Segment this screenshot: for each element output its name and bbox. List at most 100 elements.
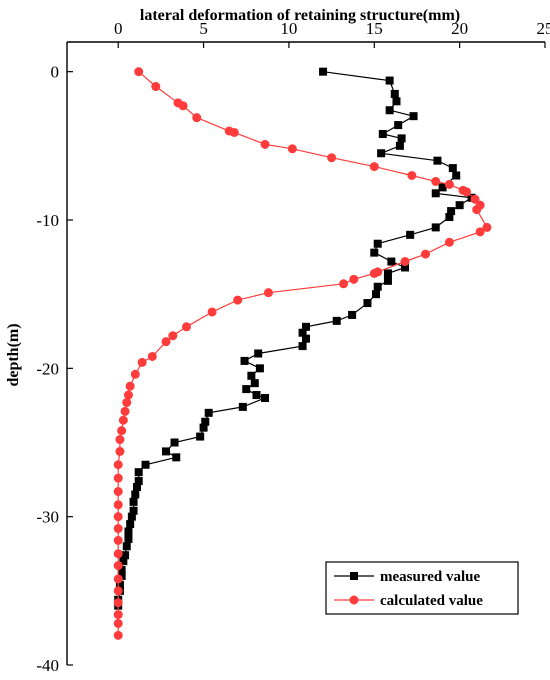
x-tick-label-2: 10 — [280, 19, 297, 38]
measured-point-12 — [448, 164, 457, 173]
y-axis-title: depth(m) — [5, 323, 22, 386]
calculated-point-34 — [147, 351, 157, 361]
calculated-point-53 — [113, 561, 123, 571]
calculated-point-16 — [470, 194, 480, 204]
measured-point-22 — [373, 239, 382, 248]
calculated-point-52 — [113, 549, 123, 559]
calculated-point-36 — [130, 369, 140, 379]
calculated-point-13 — [444, 179, 454, 189]
measured-point-19 — [445, 213, 454, 222]
x-tick-label-1: 5 — [199, 19, 208, 38]
measured-point-36 — [298, 342, 307, 351]
calculated-point-58 — [113, 618, 123, 628]
measured-point-55 — [134, 477, 143, 486]
calculated-point-40 — [120, 406, 130, 416]
y-tick-label-1: -10 — [36, 211, 59, 230]
x-tick-label-0: 0 — [114, 19, 123, 38]
measured-point-53 — [141, 460, 150, 469]
measured-point-50 — [170, 438, 179, 447]
legend: measured value calculated value — [325, 561, 519, 615]
calculated-point-54 — [113, 574, 123, 584]
measured-point-8 — [397, 134, 406, 143]
calculated-point-26 — [349, 274, 359, 284]
calculated-point-15 — [461, 187, 471, 197]
calculated-point-22 — [421, 249, 430, 259]
calculated-point-4 — [192, 113, 202, 123]
legend-measured-marker — [350, 572, 358, 580]
calculated-point-3 — [178, 101, 188, 111]
measured-point-7 — [378, 129, 387, 138]
measured-point-43 — [252, 391, 261, 400]
measured-point-27 — [383, 276, 392, 285]
measured-point-29 — [371, 290, 380, 299]
measured-point-51 — [162, 447, 171, 456]
measured-point-24 — [387, 257, 396, 266]
x-tick-label-3: 15 — [366, 19, 383, 38]
measured-point-64 — [122, 542, 131, 551]
calculated-point-18 — [472, 205, 482, 215]
measured-point-13 — [452, 171, 461, 180]
measured-point-46 — [204, 408, 213, 417]
measured-point-37 — [254, 349, 263, 358]
measured-point-62 — [124, 527, 133, 536]
calculated-point-39 — [122, 397, 132, 407]
plot-frame — [66, 41, 545, 665]
calculated-point-9 — [327, 153, 337, 163]
calculated-point-59 — [113, 630, 123, 640]
calculated-point-31 — [182, 322, 191, 332]
x-tick-label-5: 25 — [537, 19, 550, 38]
calculated-point-21 — [444, 237, 454, 247]
calculated-point-55 — [113, 586, 123, 596]
calculated-point-25 — [369, 268, 379, 278]
calculated-point-30 — [207, 307, 217, 317]
y-tick-label-2: -20 — [36, 359, 59, 378]
calculated-point-45 — [113, 460, 123, 470]
calculated-point-51 — [113, 535, 123, 545]
calculated-point-1 — [151, 82, 161, 91]
measured-point-30 — [363, 299, 372, 308]
measured-point-60 — [127, 512, 136, 521]
measured-point-1 — [385, 76, 394, 85]
x-tick-label-4: 20 — [451, 19, 468, 38]
series-layer — [113, 67, 492, 640]
measured-point-69 — [115, 580, 124, 589]
calculated-point-35 — [137, 357, 147, 367]
measured-point-56 — [132, 483, 141, 491]
measured-point-21 — [406, 230, 415, 239]
calculated-point-29 — [233, 295, 243, 305]
measured-point-15 — [431, 189, 440, 198]
measured-point-14 — [438, 183, 447, 192]
measured-point-25 — [401, 263, 410, 272]
measured-point-63 — [124, 534, 133, 543]
calculated-point-0 — [134, 67, 144, 77]
measured-point-10 — [377, 149, 386, 158]
measured-point-38 — [240, 356, 249, 365]
measured-point-68 — [117, 572, 126, 580]
measured-point-6 — [394, 121, 403, 130]
measured-point-0 — [319, 67, 328, 76]
measured-point-65 — [121, 551, 130, 560]
measured-point-67 — [117, 566, 126, 575]
calculated-point-33 — [161, 337, 171, 347]
measured-point-4 — [385, 106, 394, 115]
measured-point-59 — [129, 506, 138, 515]
measured-point-42 — [242, 385, 251, 394]
calculated-point-37 — [125, 381, 135, 391]
calculated-point-8 — [287, 144, 297, 154]
measured-point-58 — [129, 497, 138, 506]
calculated-point-49 — [113, 512, 123, 522]
measured-point-9 — [395, 141, 404, 150]
measured-point-26 — [383, 269, 392, 278]
calculated-point-6 — [229, 127, 239, 137]
calculated-point-23 — [400, 257, 410, 267]
measured-point-61 — [126, 520, 135, 529]
calculated-point-27 — [339, 279, 349, 289]
y-axis-ticks: 0 -10 -20 -30 -40 — [36, 63, 73, 675]
calculated-point-48 — [113, 500, 123, 510]
calculated-series-line — [117, 71, 488, 636]
measured-point-45 — [238, 402, 247, 411]
legend-box — [325, 561, 519, 615]
x-axis-title: lateral deformation of retaining structu… — [140, 7, 460, 24]
calculated-point-32 — [168, 331, 178, 341]
